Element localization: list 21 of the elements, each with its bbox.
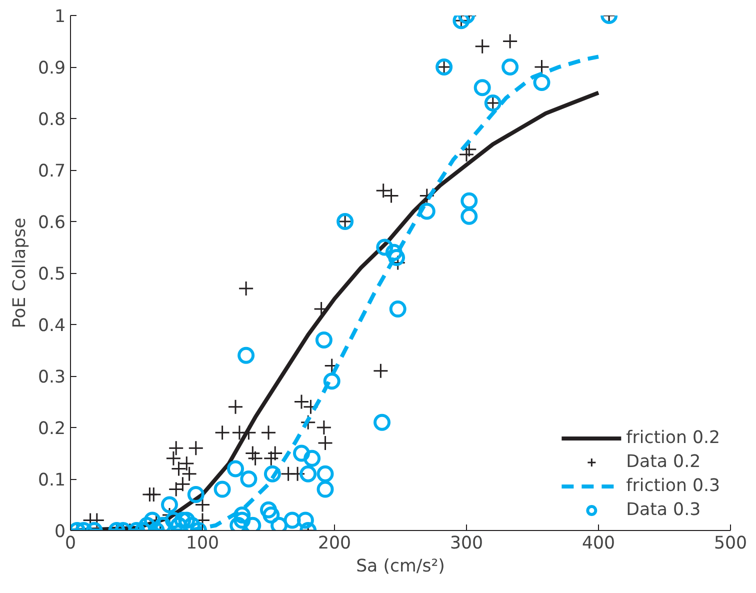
y-tick-label: 0.2	[38, 419, 66, 439]
x-axis-title: Sa (cm/s²)	[356, 556, 445, 576]
x-tick-label: 100	[186, 534, 220, 554]
y-tick-label: 0.1	[38, 470, 66, 490]
legend-label: Data 0.3	[626, 500, 701, 520]
legend-label: Data 0.2	[626, 452, 701, 472]
y-tick-label: 1	[54, 7, 66, 27]
y-axis-title: PoE Collapse	[10, 218, 30, 328]
y-tick-label: 0.7	[38, 162, 66, 182]
y-tick-label: 0.4	[38, 316, 66, 336]
y-tick-label: 0.3	[38, 368, 66, 388]
x-tick-label: 300	[450, 534, 484, 554]
y-tick-label: 0.5	[38, 264, 66, 284]
legend-label: friction 0.3	[626, 476, 720, 496]
x-tick-label: 400	[582, 534, 616, 554]
y-tick-label: 0.8	[38, 110, 66, 130]
x-tick-label: 200	[318, 534, 352, 554]
y-tick-label: 0.9	[38, 58, 66, 78]
y-tick-label: 0.6	[38, 213, 66, 233]
x-tick-label: 500	[714, 534, 748, 554]
legend-label: friction 0.2	[626, 428, 720, 448]
